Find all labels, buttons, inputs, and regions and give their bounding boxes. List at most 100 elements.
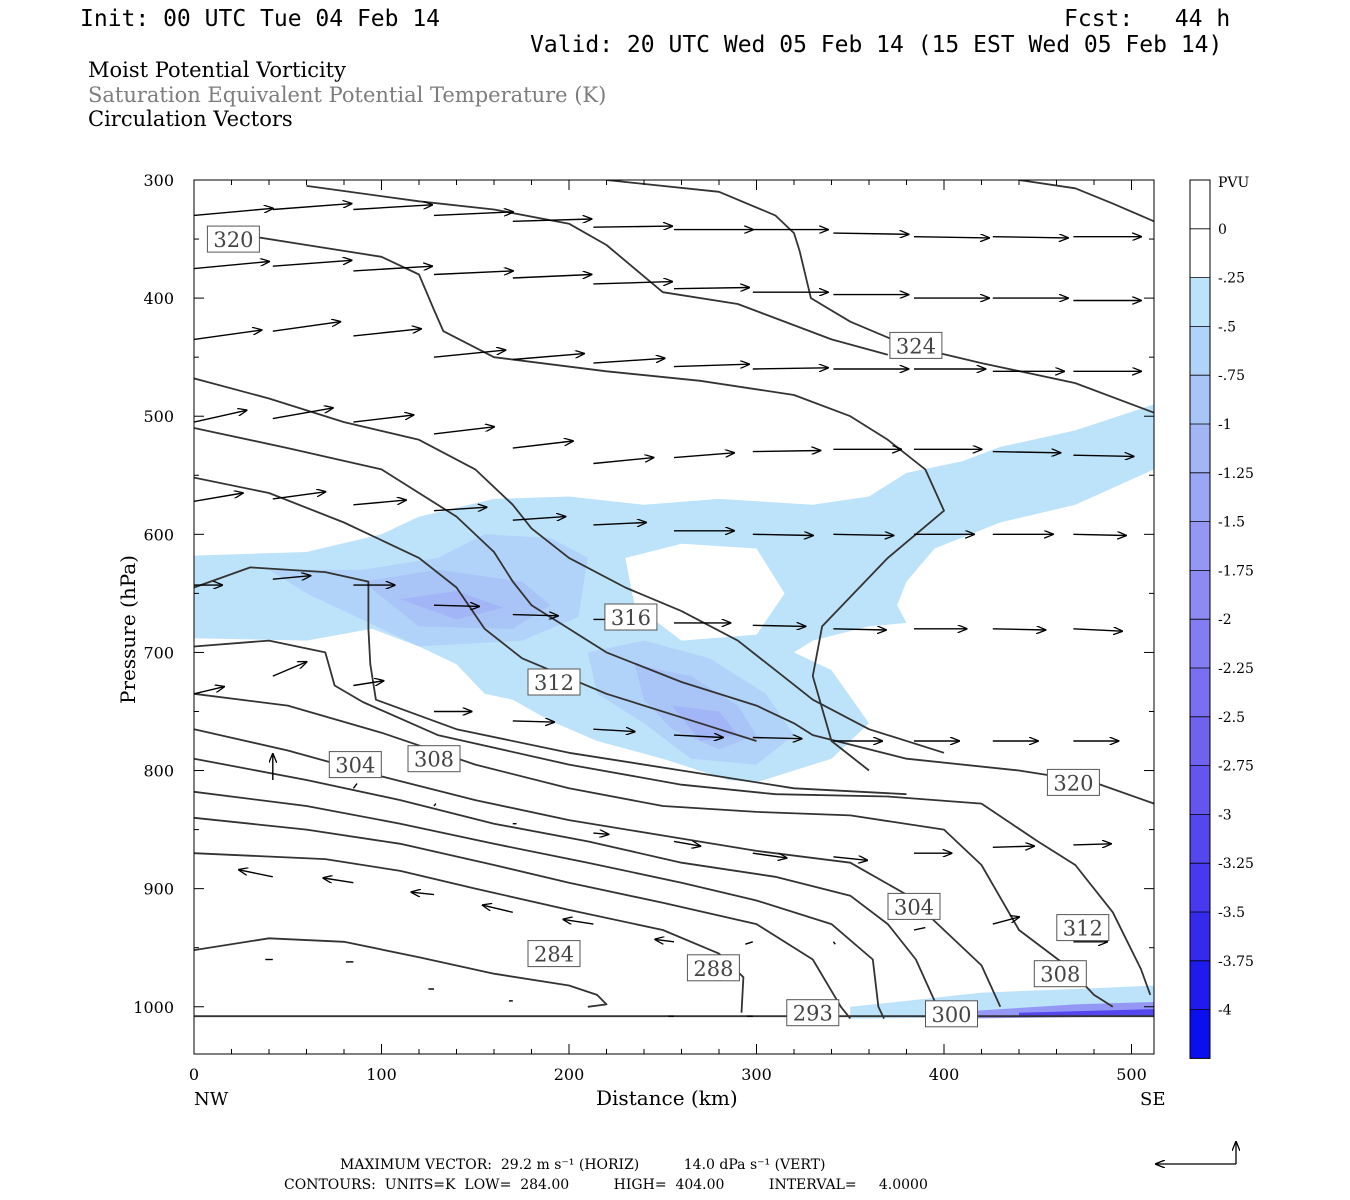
contour-label: 312 xyxy=(534,671,574,695)
y-tick-label: 700 xyxy=(143,643,174,662)
mpv-shading xyxy=(194,404,1154,1019)
vector-arrow xyxy=(353,205,432,211)
vector-arrow xyxy=(433,605,479,606)
vector-arrow xyxy=(483,905,513,913)
y-tick-label: 1000 xyxy=(133,998,174,1017)
axes: 0 100 200 300 400 500 300 400 500 600 700 800 900 100… xyxy=(133,171,1154,1084)
contour-label: 308 xyxy=(414,748,454,772)
colorbar-swatch xyxy=(1190,1009,1210,1059)
contour-label: 284 xyxy=(534,943,574,967)
vector-arrow xyxy=(512,354,584,361)
colorbar-swatch xyxy=(1190,375,1210,424)
contour-label-box xyxy=(527,940,581,968)
contour-info: CONTOURS: UNITS=K LOW= 284.00 HIGH= 404.… xyxy=(284,1177,928,1193)
colorbar-label: -2.5 xyxy=(1218,710,1245,726)
colorbar-label: -1.5 xyxy=(1218,515,1245,531)
colorbar-swatch xyxy=(1190,521,1210,571)
vector-arrow xyxy=(752,852,787,858)
vector-arrow xyxy=(272,576,311,580)
vector-arrow xyxy=(593,833,608,834)
colorbar-label: -1 xyxy=(1218,417,1232,433)
colorbar-swatch xyxy=(1190,570,1210,620)
vector-arrow xyxy=(673,288,749,289)
vector-arrow xyxy=(433,350,505,358)
mpv-region xyxy=(672,705,738,741)
colorbar-swatch xyxy=(1190,960,1210,1010)
vector-arrow xyxy=(673,841,700,846)
vector-arrow xyxy=(272,260,352,267)
vector-arrow xyxy=(833,233,908,234)
theta-contour xyxy=(194,728,1002,1008)
mpv-hole xyxy=(625,543,785,641)
colorbar-label: -3.75 xyxy=(1218,954,1254,970)
colorbar-swatch xyxy=(1190,619,1210,668)
plot-frame xyxy=(193,179,1155,1055)
mpv-region xyxy=(1019,1009,1154,1017)
contour-label-box xyxy=(887,892,941,920)
contour-label: 288 xyxy=(693,957,733,981)
colorbar-label: -.25 xyxy=(1218,271,1245,287)
contour-label-box xyxy=(604,603,658,631)
vector-arrow xyxy=(1073,534,1126,535)
colorbar-swatch xyxy=(1190,277,1210,327)
vector-arrow xyxy=(673,735,723,737)
forecast-hour: Fcst: 44 h xyxy=(1064,6,1231,32)
valid-time: Valid: 20 UTC Wed 05 Feb 14 (15 EST Wed … xyxy=(530,32,1223,58)
init-time: Init: 00 UTC Tue 04 Feb 14 xyxy=(80,6,441,32)
colorbar-label: -3 xyxy=(1218,807,1232,823)
vector-arrow xyxy=(833,857,867,861)
colorbar-label: -1.75 xyxy=(1218,563,1254,579)
vector-arrow xyxy=(194,330,262,341)
colorbar-label: 0 xyxy=(1218,222,1227,238)
colorbar-swatch xyxy=(1190,424,1210,473)
vector-arrow xyxy=(593,458,653,465)
x-axis-label: Distance (km) xyxy=(596,1086,738,1110)
theta-contour xyxy=(194,852,745,1013)
contour-labels: 320 324 316 312 308 304 320 304 312 284 288 308 293 3… xyxy=(206,225,1110,1028)
theta-contours xyxy=(194,180,1154,1020)
vector-arrow xyxy=(272,204,352,211)
colorbar-label: -3.5 xyxy=(1218,905,1245,921)
theta-contour xyxy=(194,816,852,1020)
colorbar-swatch xyxy=(1190,326,1210,376)
colorbar-swatch xyxy=(1190,716,1210,766)
vector-arrow xyxy=(194,208,273,217)
vector-arrow xyxy=(992,629,1046,630)
vector-arrow xyxy=(913,237,989,238)
contour-label-box xyxy=(786,999,840,1027)
vector-arrow xyxy=(272,408,333,420)
vector-arrow xyxy=(433,212,513,216)
vector-arrow xyxy=(655,939,675,941)
title-theta-es: Saturation Equivalent Potential Temperat… xyxy=(88,83,607,107)
y-tick-label: 500 xyxy=(143,407,174,426)
theta-contour xyxy=(194,790,885,1019)
x-tick-label: 100 xyxy=(366,1065,397,1084)
vector-arrow xyxy=(752,451,821,452)
contour-label-box xyxy=(206,225,260,253)
colorbar-label: -2.25 xyxy=(1218,661,1254,677)
vector-arrow xyxy=(1073,455,1133,456)
contour-label: 324 xyxy=(896,334,936,358)
circulation-vectors xyxy=(194,204,1141,1017)
theta-contour xyxy=(194,757,945,1014)
vector-arrow xyxy=(593,282,672,284)
y-tick-label: 400 xyxy=(143,289,174,308)
vector-arrow xyxy=(353,500,406,506)
vector-arrow xyxy=(593,729,634,731)
vector-arrow xyxy=(563,919,594,925)
contour-label-box xyxy=(407,745,461,773)
colorbar: 0 -.25 -.5 -.75 -1 -1.25 -1.5 -1.75 -2 -2.25 -2.5 -… xyxy=(1189,179,1254,1059)
vector-arrow xyxy=(433,507,487,511)
contour-label: 320 xyxy=(213,228,253,252)
contour-label-box xyxy=(889,331,943,359)
y-tick-label: 800 xyxy=(143,762,174,781)
x-end-label-right: SE xyxy=(1140,1089,1165,1110)
contour-label: 293 xyxy=(793,1002,833,1026)
vector-arrow xyxy=(194,410,247,423)
vector-arrow xyxy=(272,322,341,332)
contour-label-box xyxy=(328,751,382,779)
vector-arrow xyxy=(833,629,886,630)
x-tick-label: 300 xyxy=(741,1065,772,1084)
theta-contour xyxy=(194,377,945,754)
